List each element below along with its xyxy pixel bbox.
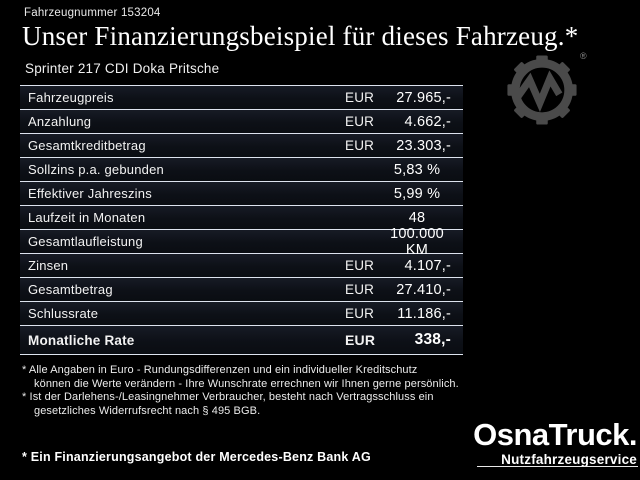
finance-row-currency: EUR <box>345 90 375 105</box>
finance-row-value: 100.000 KM <box>390 225 444 258</box>
finance-row-value: 5,83 % <box>393 161 441 178</box>
finance-row-value: 4.662,- <box>404 113 451 130</box>
table-row: Sollzins p.a. gebunden 5,83 % <box>20 158 463 182</box>
finance-row-value: 27.410,- <box>396 281 451 298</box>
footnote-line: können die Werte verändern - Ihre Wunsch… <box>34 377 459 390</box>
footnote-line: gesetzliches Widerrufsrecht nach § 495 B… <box>34 404 261 417</box>
finance-row-currency: EUR <box>345 138 375 153</box>
vehicle-number: Fahrzeugnummer 153204 <box>24 7 161 19</box>
gear-m-logo-icon <box>507 55 577 125</box>
finance-row-label: Anzahlung <box>28 114 92 129</box>
finance-row-label: Monatliche Rate <box>28 332 135 348</box>
finance-row-value: 5,99 % <box>393 185 441 202</box>
table-row: Schlussrate EUR 11.186,- <box>20 302 463 326</box>
table-row: Fahrzeugpreis EUR 27.965,- <box>20 86 463 110</box>
footnotes: * Alle Angaben in Euro - Rundungsdiffere… <box>22 364 459 418</box>
finance-row-label: Schlussrate <box>28 306 99 321</box>
table-row: Anzahlung EUR 4.662,- <box>20 110 463 134</box>
dealer-name: OsnaTruck. <box>473 417 637 452</box>
table-row-monthly-rate: Monatliche Rate EUR 338,- <box>20 326 463 355</box>
table-row: Effektiver Jahreszins 5,99 % <box>20 182 463 206</box>
finance-table: Fahrzeugpreis EUR 27.965,- Anzahlung EUR… <box>20 85 463 355</box>
finance-row-value: 11.186,- <box>397 305 451 322</box>
table-row: Gesamtkreditbetrag EUR 23.303,- <box>20 134 463 158</box>
page-title: Unser Finanzierungsbeispiel für dieses F… <box>22 21 579 51</box>
footnote-line: * Alle Angaben in Euro - Rundungsdiffere… <box>22 364 418 376</box>
registered-trademark-icon: ® <box>580 51 587 61</box>
finance-row-currency: EUR <box>345 306 375 321</box>
finance-row-label: Laufzeit in Monaten <box>28 210 146 225</box>
dealer-logo: OsnaTruck. Nutzfahrzeugservice <box>473 417 637 467</box>
table-row: Gesamtlaufleistung 100.000 KM <box>20 226 463 258</box>
finance-row-label: Zinsen <box>28 258 69 273</box>
table-row: Laufzeit in Monaten 48 <box>20 206 463 230</box>
finance-row-label: Gesamtlaufleistung <box>28 234 143 249</box>
finance-row-value: 4.107,- <box>404 257 451 274</box>
finance-row-currency: EUR <box>345 282 375 297</box>
finance-row-label: Sollzins p.a. gebunden <box>28 162 164 177</box>
finance-offer-note: * Ein Finanzierungsangebot der Mercedes-… <box>22 450 371 464</box>
finance-row-currency: EUR <box>345 332 376 348</box>
finance-row-currency: EUR <box>345 258 375 273</box>
vehicle-model: Sprinter 217 CDI Doka Pritsche <box>25 61 220 76</box>
finance-row-value: 27.965,- <box>396 89 451 106</box>
finance-row-label: Fahrzeugpreis <box>28 90 114 105</box>
finance-row-currency: EUR <box>345 114 375 129</box>
dealer-logo-rule <box>477 466 638 467</box>
finance-row-label: Gesamtkreditbetrag <box>28 138 146 153</box>
finance-row-label: Gesamtbetrag <box>28 282 113 297</box>
dealer-tagline: Nutzfahrzeugservice <box>501 452 637 467</box>
table-row: Gesamtbetrag EUR 27.410,- <box>20 278 463 302</box>
finance-row-label: Effektiver Jahreszins <box>28 186 152 201</box>
finance-row-value: 48 <box>408 209 426 226</box>
table-row: Zinsen EUR 4.107,- <box>20 254 463 278</box>
finance-row-value: 23.303,- <box>396 137 451 154</box>
footnote-line: * Ist der Darlehens-/Leasingnehmer Verbr… <box>22 391 434 403</box>
finance-row-value: 338,- <box>414 331 451 348</box>
